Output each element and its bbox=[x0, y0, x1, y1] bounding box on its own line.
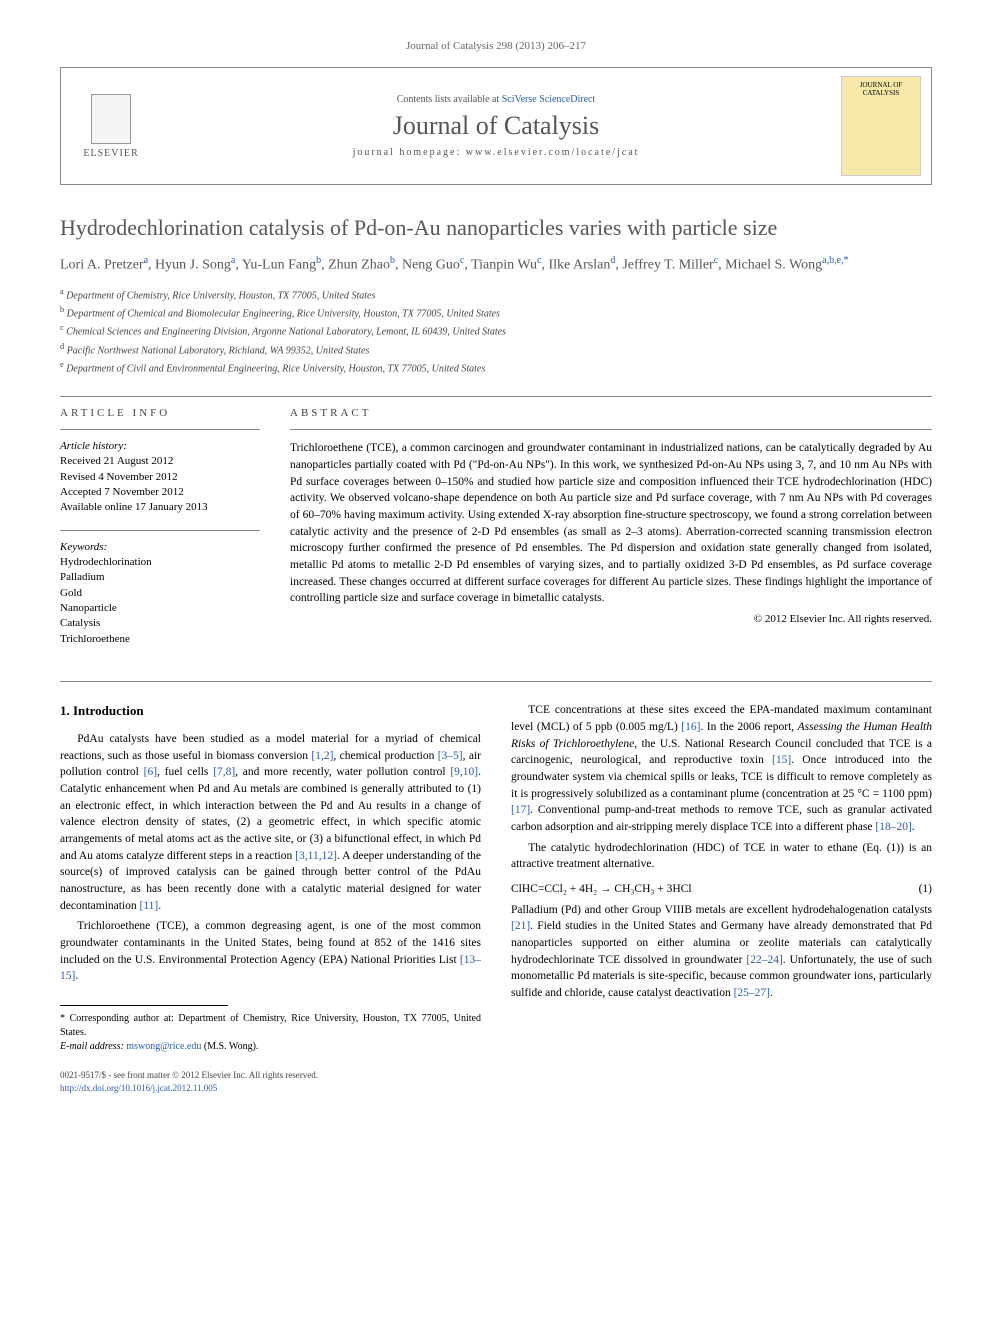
elsevier-logo: ELSEVIER bbox=[71, 81, 151, 171]
ref-link[interactable]: [17] bbox=[511, 804, 530, 816]
affiliation: b Department of Chemical and Biomolecula… bbox=[60, 304, 932, 321]
abstract-text: Trichloroethene (TCE), a common carcinog… bbox=[290, 440, 932, 607]
front-matter-line: 0021-9517/$ - see front matter © 2012 El… bbox=[60, 1069, 481, 1082]
sciencedirect-link[interactable]: SciVerse ScienceDirect bbox=[502, 94, 596, 105]
body-paragraph: TCE concentrations at these sites exceed… bbox=[511, 702, 932, 835]
keywords-label: Keywords: bbox=[60, 541, 260, 553]
contents-available-line: Contents lists available at SciVerse Sci… bbox=[151, 94, 841, 105]
footnote-separator bbox=[60, 1005, 228, 1006]
elsevier-label: ELSEVIER bbox=[83, 148, 138, 159]
body-paragraph: Trichloroethene (TCE), a common degreasi… bbox=[60, 918, 481, 985]
ref-link[interactable]: [13–15] bbox=[60, 954, 481, 983]
ref-link[interactable]: [1,2] bbox=[311, 750, 333, 762]
ref-link[interactable]: [11] bbox=[140, 900, 159, 912]
footnotes: * Corresponding author at: Department of… bbox=[60, 1012, 481, 1054]
copyright-line: © 2012 Elsevier Inc. All rights reserved… bbox=[290, 613, 932, 625]
affiliation: a Department of Chemistry, Rice Universi… bbox=[60, 286, 932, 303]
article-title: Hydrodechlorination catalysis of Pd-on-A… bbox=[60, 215, 932, 241]
tree-icon bbox=[91, 94, 131, 144]
contents-prefix: Contents lists available at bbox=[397, 94, 502, 105]
email-name: (M.S. Wong). bbox=[201, 1041, 258, 1052]
history-line: Available online 17 January 2013 bbox=[60, 500, 260, 515]
keyword: Trichloroethene bbox=[60, 632, 260, 647]
article-info-panel: ARTICLE INFO Article history: Received 2… bbox=[60, 407, 260, 661]
ref-link[interactable]: [16] bbox=[681, 721, 700, 733]
corresponding-author-note: * Corresponding author at: Department of… bbox=[60, 1012, 481, 1040]
keyword: Nanoparticle bbox=[60, 601, 260, 616]
keyword: Hydrodechlorination bbox=[60, 555, 260, 570]
article-body: 1. Introduction PdAu catalysts have been… bbox=[60, 702, 932, 1094]
journal-cover-thumbnail: JOURNAL OF CATALYSIS bbox=[841, 76, 921, 176]
journal-name: Journal of Catalysis bbox=[151, 111, 841, 141]
homepage-prefix: journal homepage: bbox=[353, 147, 466, 158]
history-line: Revised 4 November 2012 bbox=[60, 470, 260, 485]
ref-link[interactable]: [22–24] bbox=[746, 954, 782, 966]
email-link[interactable]: mswong@rice.edu bbox=[126, 1041, 201, 1052]
body-paragraph: PdAu catalysts have been studied as a mo… bbox=[60, 731, 481, 914]
journal-homepage: journal homepage: www.elsevier.com/locat… bbox=[151, 147, 841, 158]
ref-link[interactable]: [25–27] bbox=[734, 987, 770, 999]
history-line: Received 21 August 2012 bbox=[60, 454, 260, 469]
doi-link[interactable]: http://dx.doi.org/10.1016/j.jcat.2012.11… bbox=[60, 1083, 217, 1093]
ref-link[interactable]: [3–5] bbox=[438, 750, 463, 762]
authors-list: Lori A. Pretzera, Hyun J. Songa, Yu-Lun … bbox=[60, 253, 932, 276]
affiliation: e Department of Civil and Environmental … bbox=[60, 359, 932, 376]
abstract-panel: ABSTRACT Trichloroethene (TCE), a common… bbox=[290, 407, 932, 661]
ref-link[interactable]: [3,11,12] bbox=[295, 850, 337, 862]
divider bbox=[60, 396, 932, 397]
affiliations-list: a Department of Chemistry, Rice Universi… bbox=[60, 286, 932, 377]
ref-link[interactable]: [9,10] bbox=[450, 766, 478, 778]
bottom-meta: 0021-9517/$ - see front matter © 2012 El… bbox=[60, 1069, 481, 1094]
homepage-url[interactable]: www.elsevier.com/locate/jcat bbox=[466, 147, 640, 158]
history-line: Accepted 7 November 2012 bbox=[60, 485, 260, 500]
divider bbox=[60, 681, 932, 682]
keyword: Palladium bbox=[60, 570, 260, 585]
history-label: Article history: bbox=[60, 440, 260, 452]
ref-link[interactable]: [21] bbox=[511, 920, 530, 932]
section-heading: 1. Introduction bbox=[60, 702, 481, 721]
equation-number: (1) bbox=[919, 881, 932, 898]
journal-header: ELSEVIER Contents lists available at Sci… bbox=[60, 67, 932, 185]
body-paragraph: Palladium (Pd) and other Group VIIIB met… bbox=[511, 902, 932, 1002]
affiliation: d Pacific Northwest National Laboratory,… bbox=[60, 341, 932, 358]
keyword: Catalysis bbox=[60, 616, 260, 631]
journal-reference: Journal of Catalysis 298 (2013) 206–217 bbox=[60, 40, 932, 52]
affiliation: c Chemical Sciences and Engineering Divi… bbox=[60, 322, 932, 339]
cover-label: JOURNAL OF CATALYSIS bbox=[846, 81, 916, 97]
email-line: E-mail address: mswong@rice.edu (M.S. Wo… bbox=[60, 1040, 481, 1054]
abstract-heading: ABSTRACT bbox=[290, 407, 932, 419]
body-paragraph: The catalytic hydrodechlorination (HDC) … bbox=[511, 840, 932, 873]
article-info-heading: ARTICLE INFO bbox=[60, 407, 260, 419]
equation-body: ClHC=CCl₂ + 4H₂ → CH₃CH₃ + 3HCl bbox=[511, 881, 692, 898]
email-label: E-mail address: bbox=[60, 1041, 126, 1052]
ref-link[interactable]: [18–20] bbox=[875, 821, 911, 833]
keyword: Gold bbox=[60, 586, 260, 601]
equation: ClHC=CCl₂ + 4H₂ → CH₃CH₃ + 3HCl (1) bbox=[511, 881, 932, 898]
ref-link[interactable]: [6] bbox=[144, 766, 157, 778]
ref-link[interactable]: [15] bbox=[772, 754, 791, 766]
ref-link[interactable]: [7,8] bbox=[213, 766, 235, 778]
